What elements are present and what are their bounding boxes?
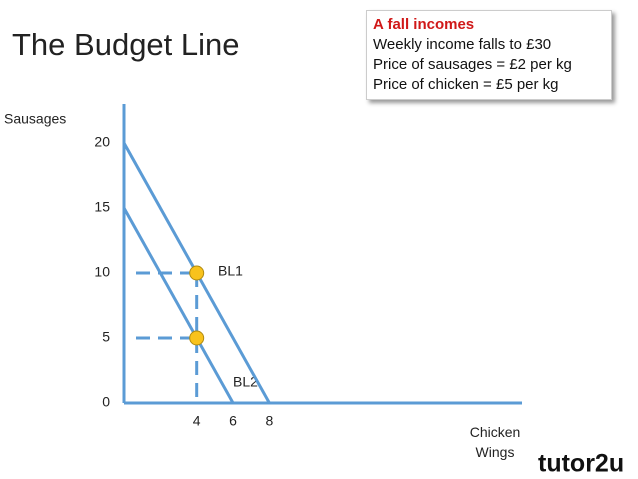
- logo: tutor2u: [538, 450, 624, 478]
- budget-line: [122, 207, 235, 404]
- x-tick-label: 4: [193, 413, 201, 429]
- y-axis-label: Sausages: [4, 111, 66, 127]
- x-tick-label: 8: [265, 413, 273, 429]
- x-tick-label: 6: [229, 413, 237, 429]
- chart-title: The Budget Line: [12, 27, 240, 62]
- annotation-line: Weekly income falls to £30: [373, 36, 552, 53]
- annotation-box: A fall incomes Weekly income falls to £3…: [366, 10, 612, 100]
- series-label: BL1: [218, 263, 243, 279]
- annotation-line: Price of chicken = £5 per kg: [373, 76, 559, 93]
- point: [189, 330, 205, 346]
- y-tick-label: 15: [94, 199, 110, 215]
- y-tick-label: 5: [102, 329, 110, 345]
- point: [189, 265, 205, 281]
- y-tick-label: 10: [94, 264, 110, 280]
- annotation-title: A fall incomes: [373, 16, 475, 33]
- annotation-line: Price of sausages = £2 per kg: [373, 56, 572, 73]
- series-label: BL2: [233, 374, 258, 390]
- x-axis-label: Chicken Wings: [469, 424, 521, 460]
- y-tick-label: 0: [102, 394, 110, 410]
- y-tick-label: 20: [94, 134, 110, 150]
